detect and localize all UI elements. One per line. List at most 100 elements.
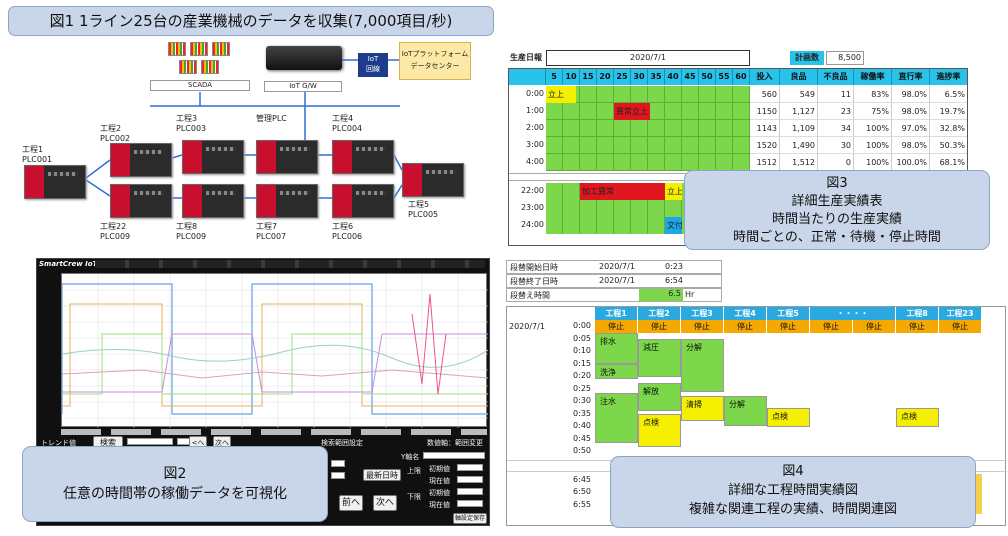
time-label: 0:50 bbox=[573, 446, 591, 455]
callout2-line1: 任意の時間帯の稼働データを可視化 bbox=[63, 486, 287, 502]
process-header: 工程1 bbox=[595, 307, 638, 320]
chart-legend bbox=[61, 429, 487, 435]
stop-cell: 停止 bbox=[595, 320, 638, 333]
search-button[interactable]: 検索 bbox=[93, 436, 123, 448]
process-header: 工程2 bbox=[638, 307, 681, 320]
plc-device-8 bbox=[182, 184, 244, 218]
device-label-4: 工程4 PLC004 bbox=[332, 114, 363, 133]
iot-gw-label: IoT G/W bbox=[264, 81, 342, 92]
range-setting-label: 検索範囲設定 bbox=[321, 439, 363, 447]
plc-device-4 bbox=[332, 140, 394, 174]
process-header: 工程5 bbox=[767, 307, 810, 320]
upper-current-input[interactable] bbox=[457, 476, 483, 483]
plc-device-3 bbox=[182, 140, 244, 174]
prev-big-button[interactable]: 前へ bbox=[339, 495, 363, 511]
stat-cell-util: 100% bbox=[854, 120, 892, 137]
time-label: 0:30 bbox=[573, 396, 591, 405]
trend-chart-area bbox=[61, 273, 489, 428]
trend-value-label: トレンド値 bbox=[41, 439, 76, 447]
plc-device-1 bbox=[24, 165, 86, 199]
monitor-icon bbox=[190, 42, 208, 56]
abnormal-block: 加工異常 bbox=[580, 183, 665, 200]
stat-cell-direct: 98.0% bbox=[892, 86, 930, 103]
upper-initial-input[interactable] bbox=[457, 464, 483, 471]
time-label: 6:50 bbox=[573, 487, 591, 496]
stat-cell-good: 1,127 bbox=[780, 103, 818, 120]
row-time: 3:00 bbox=[526, 140, 544, 149]
stat-cell-direct: 98.0% bbox=[892, 137, 930, 154]
y-axis-select[interactable] bbox=[423, 452, 485, 459]
callout3-line2: 時間当たりの生産実績 bbox=[771, 212, 902, 227]
lower-current-input[interactable] bbox=[457, 500, 483, 507]
stat-header: 稼働率 bbox=[854, 68, 892, 85]
inspect-block: 点検 bbox=[638, 414, 681, 447]
stat-cell-input: 1520 bbox=[750, 137, 780, 154]
stat-cell-util: 83% bbox=[854, 86, 892, 103]
device-label-2: 工程2 PLC002 bbox=[100, 124, 131, 143]
device-label-22: 工程22 PLC009 bbox=[100, 222, 131, 241]
time-label: 0:25 bbox=[573, 383, 591, 393]
range-input-1[interactable] bbox=[331, 460, 345, 467]
stat-cell-bad: 11 bbox=[818, 86, 854, 103]
minute-header: 20 bbox=[597, 68, 614, 85]
stop-cell: 停止 bbox=[810, 320, 853, 333]
plan-value: 8,500 bbox=[826, 51, 864, 65]
row-time: 0:00 bbox=[526, 89, 544, 98]
plc-device-2 bbox=[110, 143, 172, 177]
stop-cell: 停止 bbox=[767, 320, 810, 333]
upper-current-label: 現在値 bbox=[429, 477, 450, 485]
minute-header: 30 bbox=[631, 68, 648, 85]
save-axis-button[interactable]: 軸設定保存 bbox=[453, 513, 487, 524]
search-date-input[interactable] bbox=[127, 438, 173, 445]
depress-block: 減圧 bbox=[638, 339, 681, 377]
next-big-button[interactable]: 次へ bbox=[373, 495, 397, 511]
abnormal-startup-block: 異常立上 bbox=[614, 103, 650, 120]
device-label-7: 工程7 PLC007 bbox=[256, 222, 287, 241]
report-date: 2020/7/1 bbox=[546, 50, 750, 66]
minute-header: 10 bbox=[563, 68, 580, 85]
callout4-fig: 図4 bbox=[782, 464, 804, 479]
minute-header: 5 bbox=[546, 68, 563, 85]
network-lines bbox=[85, 59, 403, 199]
timeline-bar bbox=[546, 137, 750, 154]
summary-start-time: 0:23 bbox=[665, 262, 683, 271]
device-label-5: 工程5 PLC005 bbox=[408, 200, 439, 219]
stop-cell: 停止 bbox=[681, 320, 724, 333]
table-separator bbox=[508, 173, 750, 181]
stat-cell-input: 1143 bbox=[750, 120, 780, 137]
wash-block: 洗浄 bbox=[595, 364, 638, 380]
time-label: 0:45 bbox=[573, 433, 591, 443]
device-label-1: 工程1 PLC001 bbox=[22, 145, 53, 164]
stat-header: 良品 bbox=[780, 68, 818, 85]
callout4-line1: 詳細な工程時間実績図 bbox=[727, 483, 858, 498]
inspect8-block: 点検 bbox=[896, 408, 939, 427]
timeline-bar bbox=[546, 154, 750, 171]
stat-cell-util: 100% bbox=[854, 137, 892, 154]
scada-group bbox=[164, 42, 232, 90]
latest-datetime-button[interactable]: 最新日時 bbox=[363, 469, 401, 481]
device-label-management: 管理PLC bbox=[256, 114, 287, 123]
stat-header: 不良品 bbox=[818, 68, 854, 85]
timeline-bar bbox=[546, 86, 750, 103]
timeline-bar bbox=[546, 120, 750, 137]
range-input-2[interactable] bbox=[331, 472, 345, 479]
callout3-fig: 図3 bbox=[826, 176, 848, 191]
decompose2-block: 分解 bbox=[724, 395, 767, 426]
stop-cell: 停止 bbox=[724, 320, 767, 333]
callout3-line3: 時間ごとの、正常・待機・停止時間 bbox=[733, 230, 941, 245]
fig4-date: 2020/7/1 bbox=[509, 322, 545, 331]
menu-bar bbox=[95, 260, 485, 268]
release-block: 解放 bbox=[638, 383, 681, 411]
plc-device-7 bbox=[256, 184, 318, 218]
process-header: 工程23 bbox=[939, 307, 982, 320]
minute-header: 45 bbox=[682, 68, 699, 85]
lower-initial-input[interactable] bbox=[457, 488, 483, 495]
inspect5-block: 点検 bbox=[767, 408, 810, 427]
monitor-icon bbox=[201, 60, 219, 74]
minute-header: 55 bbox=[716, 68, 733, 85]
changeover-summary: 段替開始日時 2020/7/1 0:23 段替終了日時 2020/7/1 6:5… bbox=[506, 260, 722, 302]
plc-device-5 bbox=[402, 163, 464, 197]
lower-current-label: 現在値 bbox=[429, 501, 450, 509]
brand-logo: SmartCrew IoT bbox=[39, 260, 98, 268]
stop-cell: 停止 bbox=[853, 320, 896, 333]
